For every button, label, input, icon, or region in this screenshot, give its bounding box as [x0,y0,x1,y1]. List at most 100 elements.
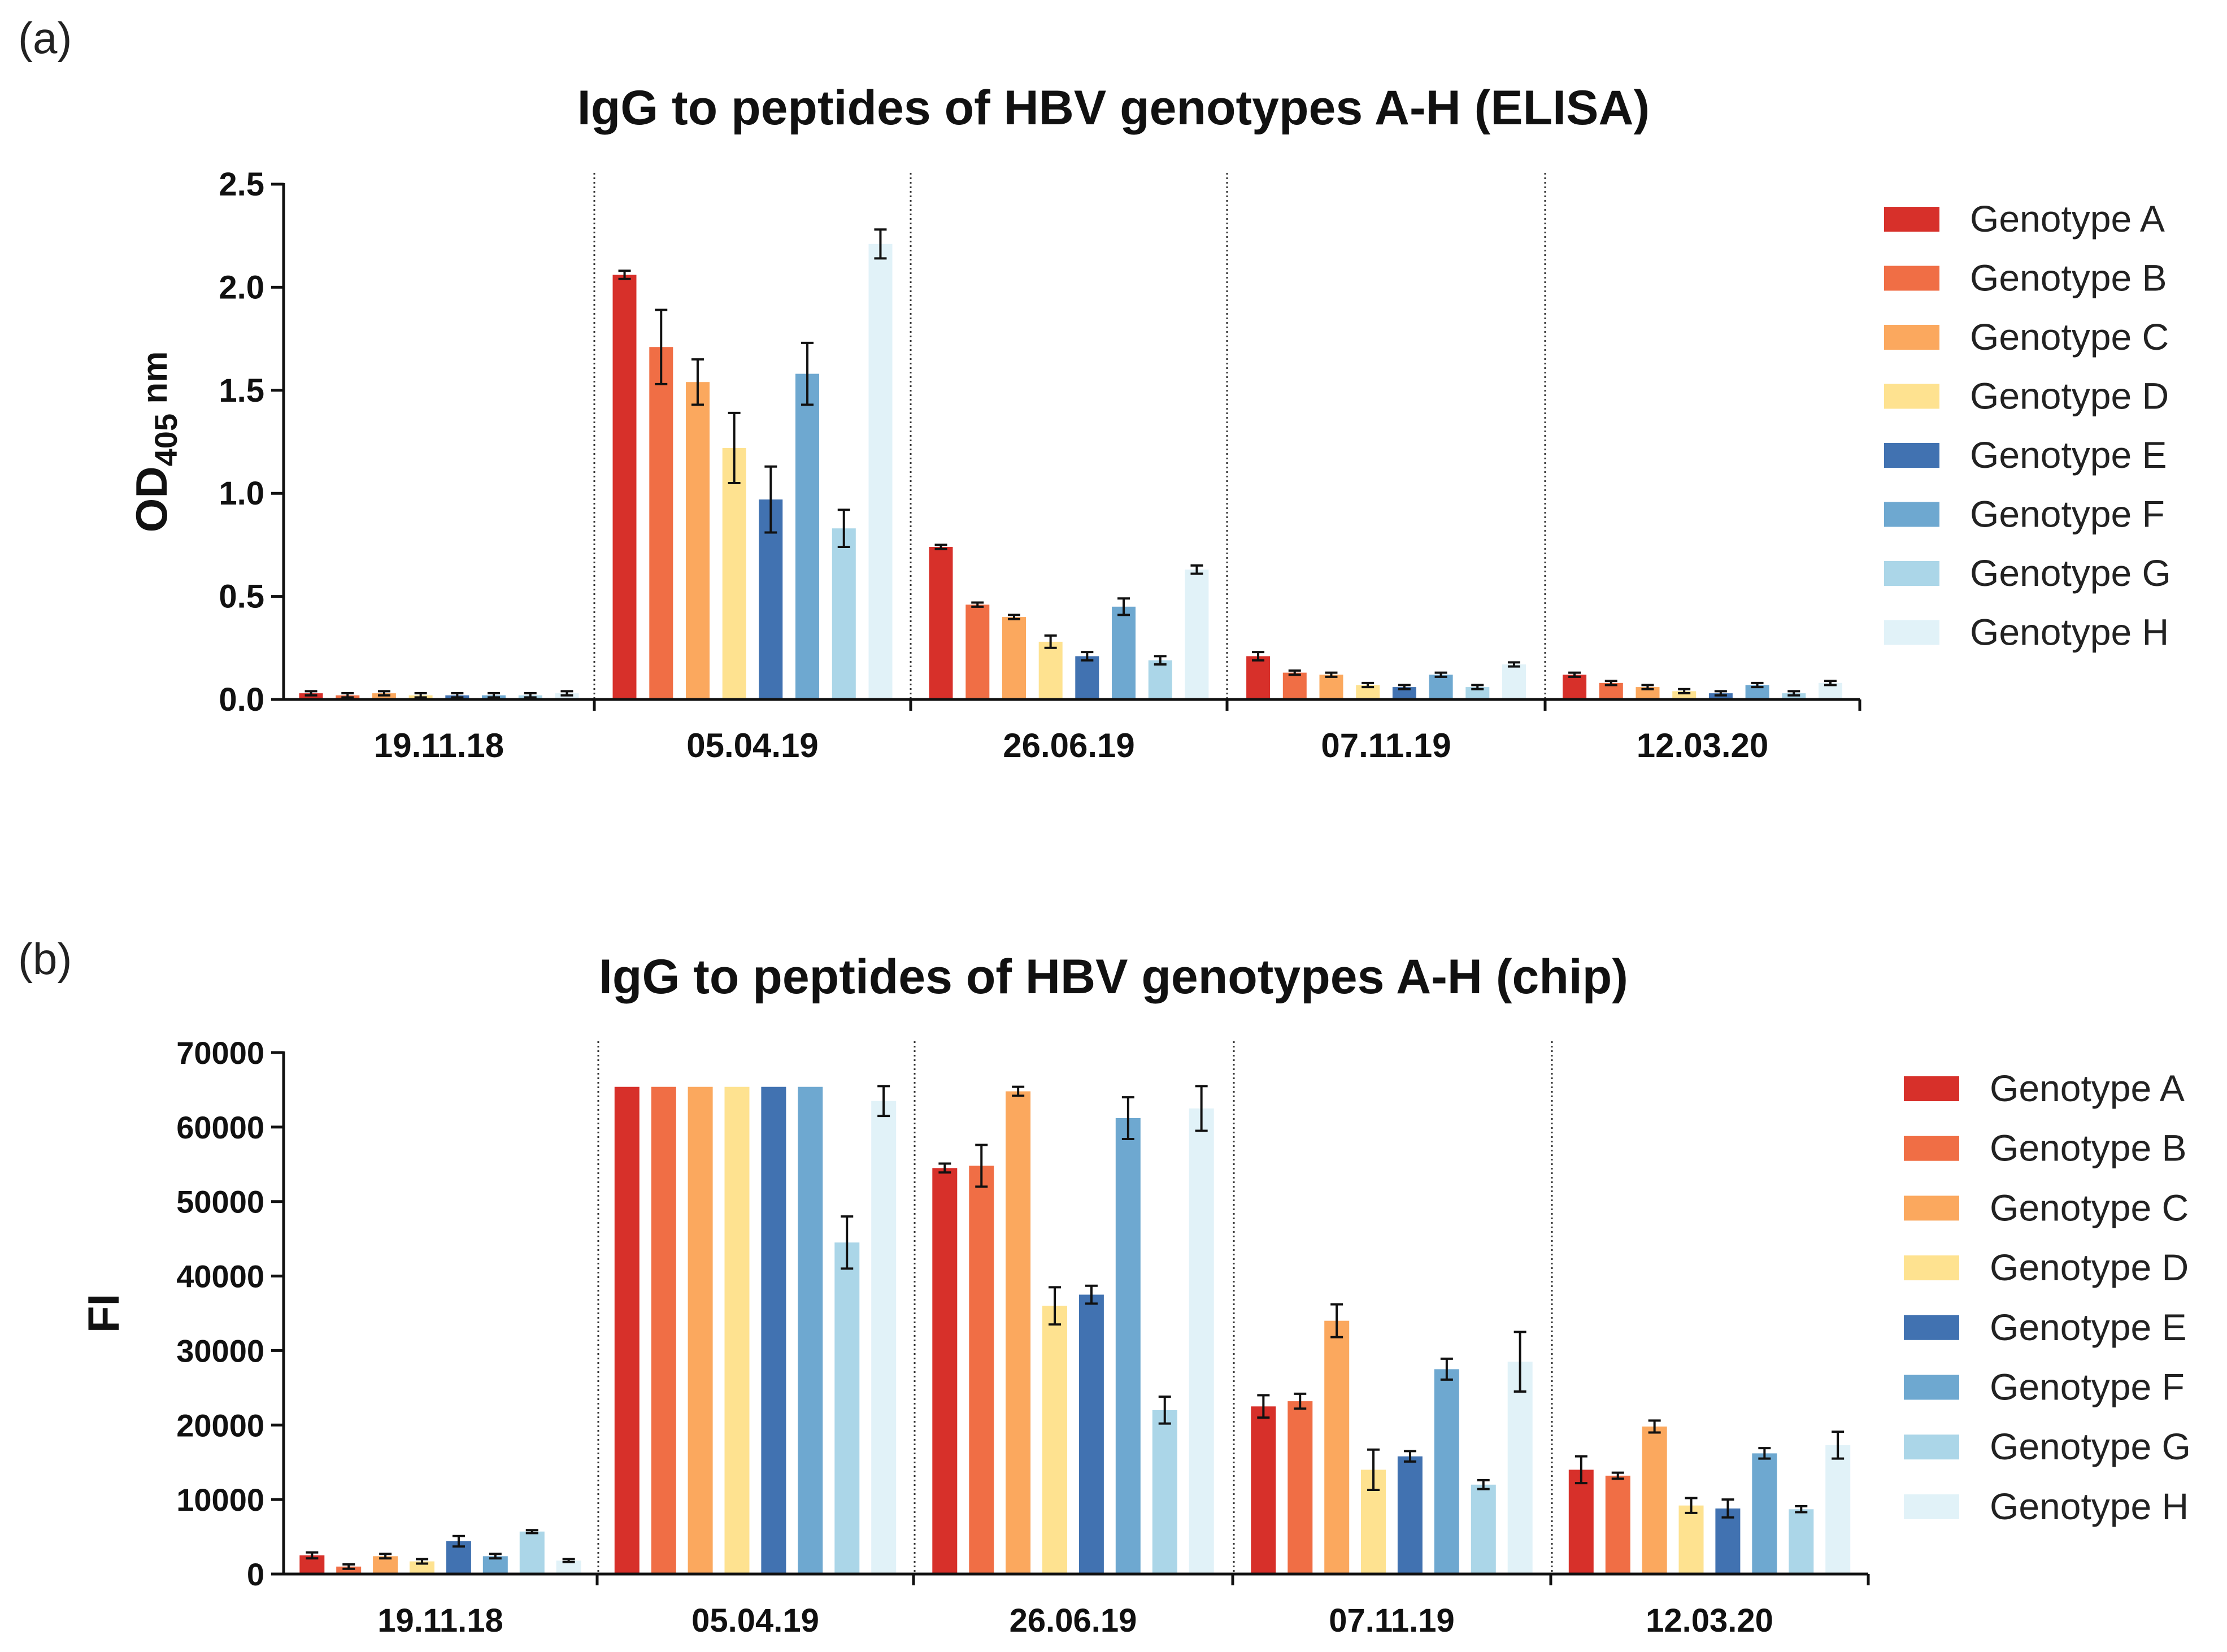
error-bar-b-26-06-19-genotype-h [1195,1085,1208,1132]
legend-label-a-genotype-b: Genotype B [1970,257,2167,299]
bar-b-07-11-19-genotype-b [1288,1401,1313,1574]
legend-swatch-a-genotype-f [1884,502,1939,527]
bar-a-05-04-19-genotype-c [686,382,710,699]
legend-label-a-genotype-h: Genotype H [1970,611,2169,653]
error-bar-b-19-11-18-genotype-h [562,1558,575,1563]
legend-entry-b-genotype-g: Genotype G [1904,1425,2191,1467]
legend-entry-b-genotype-h: Genotype H [1904,1485,2189,1527]
error-bar-a-12-03-20-genotype-c [1641,684,1654,690]
error-bar-a-07-11-19-genotype-a [1252,651,1265,662]
legend-label-b-genotype-c: Genotype C [1990,1186,2189,1228]
legend-swatch-b-genotype-f [1904,1375,1959,1400]
error-bar-a-19-11-18-genotype-f [488,692,501,699]
error-bar-a-19-11-18-genotype-a [305,690,317,697]
error-bar-a-07-11-19-genotype-d [1362,681,1375,689]
legend-swatch-b-genotype-d [1904,1255,1959,1281]
legend-label-b-genotype-g: Genotype G [1990,1425,2191,1467]
legend-label-a-genotype-c: Genotype C [1970,316,2169,358]
bar-a-12-03-20-genotype-a [1563,675,1587,699]
legend-swatch-a-genotype-c [1884,325,1939,350]
bar-a-05-04-19-genotype-a [612,275,637,699]
legend-label-a-genotype-f: Genotype F [1970,493,2165,535]
y-tick-label-b-4: 40000 [176,1259,264,1294]
bar-a-05-04-19-genotype-g [832,528,856,699]
x-tick-label-b-07-11-19: 07.11.19 [1329,1602,1455,1639]
legend-label-b-genotype-h: Genotype H [1990,1485,2189,1527]
error-bar-b-19-11-18-genotype-a [306,1551,319,1560]
legend-entry-a-genotype-d: Genotype D [1884,375,2169,417]
bar-a-05-04-19-genotype-b [649,347,673,699]
error-bar-b-26-06-19-genotype-a [938,1162,951,1174]
error-bar-a-07-11-19-genotype-e [1398,684,1411,690]
bar-a-07-11-19-genotype-f [1429,675,1453,699]
error-bar-a-12-03-20-genotype-g [1787,690,1800,697]
error-bar-b-12-03-20-genotype-b [1611,1471,1624,1480]
x-tick-label-a-26-06-19: 26.06.19 [1003,727,1135,764]
panel-label-b: (b) [18,934,72,984]
error-bar-a-05-04-19-genotype-d [728,411,741,484]
legend-label-a-genotype-e: Genotype E [1970,434,2167,476]
bar-b-19-11-18-genotype-h [556,1560,581,1574]
x-tick-label-b-19-11-18: 19.11.18 [377,1602,503,1639]
bar-b-07-11-19-genotype-c [1324,1320,1350,1574]
legend-label-b-genotype-a: Genotype A [1990,1067,2185,1109]
y-tick-label-b-0: 0 [247,1557,264,1592]
error-bar-a-26-06-19-genotype-c [1007,614,1020,620]
bar-b-12-03-20-genotype-a [1568,1470,1594,1574]
y-tick-label-a-2: 1.0 [219,475,264,512]
y-tick-label-b-1: 10000 [176,1482,264,1518]
legend-label-b-genotype-b: Genotype B [1990,1127,2187,1169]
x-tick-label-a-19-11-18: 19.11.18 [374,727,504,764]
error-bar-b-19-11-18-genotype-b [342,1563,355,1570]
bar-a-26-06-19-genotype-d [1038,641,1063,699]
error-bar-a-26-06-19-genotype-b [971,601,984,608]
bar-a-07-11-19-genotype-a [1246,656,1271,699]
error-bar-a-05-04-19-genotype-e [764,465,777,534]
error-bar-b-07-11-19-genotype-h [1513,1331,1526,1393]
legend-entry-a-genotype-c: Genotype C [1884,316,2169,358]
error-bar-a-19-11-18-genotype-h [560,690,573,697]
legend-entry-a-genotype-b: Genotype B [1884,257,2167,299]
error-bar-b-26-06-19-genotype-f [1121,1096,1134,1140]
bar-a-07-11-19-genotype-h [1502,664,1526,699]
bar-b-12-03-20-genotype-d [1678,1505,1704,1574]
error-bar-a-19-11-18-genotype-g [524,692,537,699]
legend-entry-b-genotype-b: Genotype B [1904,1127,2187,1169]
chart-b: 0 10000 20000 30000 40000 50000 60000 70000 19.1… [79,1035,2191,1639]
bar-b-19-11-18-genotype-g [519,1531,545,1574]
legend-swatch-b-genotype-c [1904,1195,1959,1221]
bar-a-26-06-19-genotype-b [965,605,990,699]
error-bar-a-12-03-20-genotype-f [1751,681,1764,689]
bar-a-26-06-19-genotype-c [1002,617,1026,699]
bar-b-26-06-19-genotype-d [1042,1306,1067,1574]
bar-b-26-06-19-genotype-a [932,1168,958,1574]
legend-label-b-genotype-f: Genotype F [1990,1366,2185,1408]
legend-swatch-b-genotype-e [1904,1315,1959,1340]
bar-b-05-04-19-genotype-b [651,1086,676,1574]
error-bar-a-07-11-19-genotype-f [1434,671,1447,678]
x-tick-label-b-12-03-20: 12.03.20 [1646,1602,1773,1639]
error-bar-a-12-03-20-genotype-a [1568,671,1581,678]
legend-swatch-b-genotype-g [1904,1434,1959,1460]
y-axis-label-a: OD405 nm [127,351,184,533]
bar-b-05-04-19-genotype-d [724,1086,750,1574]
error-bar-b-19-11-18-genotype-d [416,1558,429,1565]
legend-entry-b-genotype-e: Genotype E [1904,1306,2187,1348]
error-bar-a-26-06-19-genotype-h [1190,564,1203,575]
error-bar-b-19-11-18-genotype-f [489,1553,502,1560]
panel-label-a: (a) [18,13,72,63]
bar-b-05-04-19-genotype-f [798,1086,823,1574]
bar-a-05-04-19-genotype-h [868,244,893,699]
bar-b-26-06-19-genotype-f [1115,1118,1141,1574]
bar-b-07-11-19-genotype-a [1251,1406,1276,1574]
legend-entry-a-genotype-g: Genotype G [1884,552,2171,594]
error-bar-b-26-06-19-genotype-d [1049,1286,1062,1326]
error-bar-a-26-06-19-genotype-a [934,544,947,550]
bar-b-26-06-19-genotype-g [1152,1410,1177,1574]
error-bar-b-26-06-19-genotype-b [975,1144,988,1188]
legend-label-a-genotype-d: Genotype D [1970,375,2169,417]
legend-entry-b-genotype-c: Genotype C [1904,1186,2189,1228]
legend-swatch-a-genotype-e [1884,443,1939,468]
error-bar-a-07-11-19-genotype-b [1288,669,1301,676]
error-bar-b-12-03-20-genotype-h [1832,1431,1845,1460]
